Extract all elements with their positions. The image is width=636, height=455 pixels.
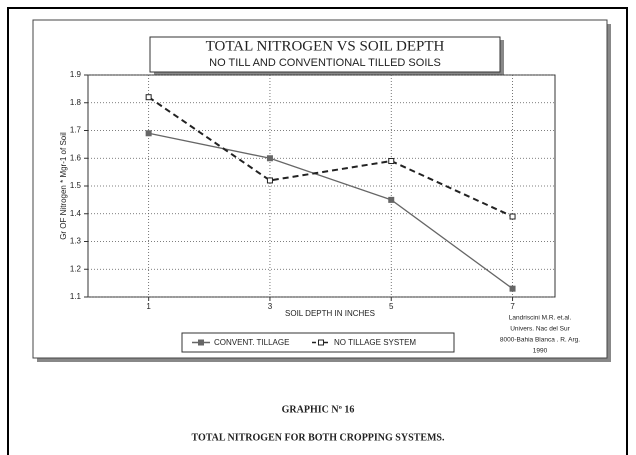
legend: CONVENT. TILLAGE NO TILLAGE SYSTEM	[192, 338, 416, 347]
caption-label: GRAPHIC Nº 16	[282, 404, 355, 415]
point-marker	[388, 196, 395, 203]
legend-marker	[318, 339, 324, 346]
chart-title: TOTAL NITROGEN VS SOIL DEPTH	[206, 38, 445, 54]
series-line	[148, 96, 513, 218]
annotation: 1990	[533, 348, 548, 355]
point-marker	[266, 177, 273, 184]
plot: 1.1 1.2 1.3 1.4 1.5 1.6 1.7 1.8 1.9 1 3 5 7	[70, 70, 556, 311]
point-marker	[509, 213, 516, 220]
x-tick-label: 1	[146, 302, 151, 311]
legend-label: CONVENT. TILLAGE	[214, 338, 289, 347]
point-marker	[509, 285, 516, 292]
y-tick-label: 1.7	[70, 126, 82, 135]
legend-label: NO TILLAGE SYSTEM	[334, 338, 416, 347]
y-tick-label: 1.5	[70, 181, 82, 190]
annotation: Landriscini M.R. et.al.	[509, 315, 572, 322]
chart-subtitle: NO TILL AND CONVENTIONAL TILLED SOILS	[209, 57, 441, 69]
title-box	[149, 36, 501, 73]
y-tick-label: 1.3	[70, 237, 82, 246]
y-tick-label: 1.1	[70, 292, 82, 301]
page-border	[7, 7, 628, 455]
x-tick-label: 5	[389, 302, 394, 311]
annotation: Univers. Nac del Sur	[510, 326, 570, 333]
x-tick-label: 3	[268, 302, 273, 311]
point-marker	[388, 158, 395, 165]
chart-frame	[32, 19, 608, 359]
x-tick-label: 7	[510, 302, 515, 311]
y-axis-label: Gr OF Nitrogen * Mgr-1 of Soil	[59, 132, 68, 240]
y-tick-label: 1.2	[70, 264, 82, 273]
annotation: 8000-Bahia Blanca . R. Arg.	[500, 337, 580, 344]
point-marker	[145, 130, 152, 137]
y-tick-label: 1.9	[70, 70, 82, 79]
caption-text: TOTAL NITROGEN FOR BOTH CROPPING SYSTEMS…	[191, 432, 445, 443]
series-line	[148, 132, 513, 290]
point-marker	[266, 155, 273, 162]
legend-marker	[198, 339, 204, 346]
y-tick-label: 1.6	[70, 153, 82, 162]
point-marker	[145, 94, 152, 101]
y-tick-label: 1.4	[70, 209, 82, 218]
x-axis-label: SOIL DEPTH IN INCHES	[285, 309, 375, 318]
y-tick-label: 1.8	[70, 98, 82, 107]
